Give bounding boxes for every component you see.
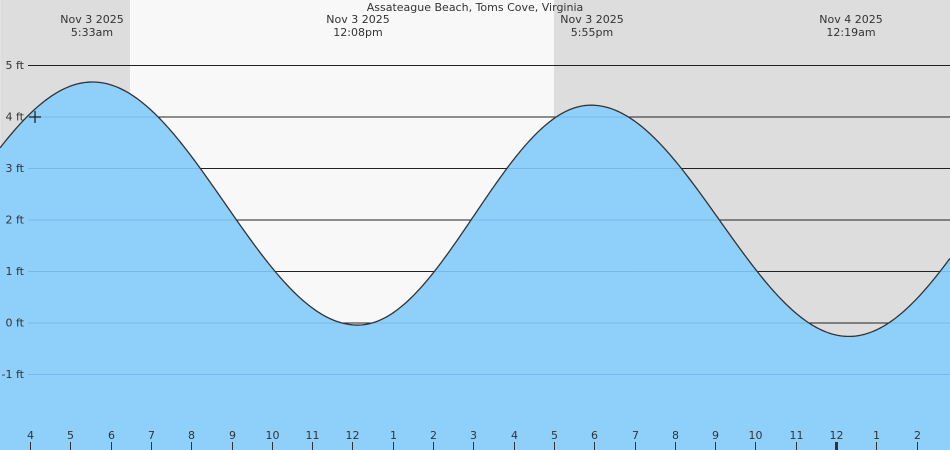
x-tick-label: 9 bbox=[712, 429, 719, 442]
x-tick-label: 7 bbox=[148, 429, 155, 442]
x-tick-label: 8 bbox=[188, 429, 195, 442]
x-tick-label: 5 bbox=[551, 429, 558, 442]
y-axis-labels: 5 ft 4 ft 3 ft 2 ft 1 ft 0 ft -1 ft bbox=[2, 59, 25, 381]
x-tick-label: 3 bbox=[470, 429, 477, 442]
x-axis-hour-ticks: 4 5 6 7 8 9 10 11 12 1 2 3 4 5 6 7 8 9 10 11 12 1 2 bbox=[27, 429, 921, 450]
x-tick-label: 10 bbox=[266, 429, 280, 442]
y-tick-label: 0 ft bbox=[6, 317, 25, 330]
x-tick-label: 4 bbox=[27, 429, 34, 442]
y-tick-label: 4 ft bbox=[6, 111, 25, 124]
chart-title: Assateague Beach, Toms Cove, Virginia bbox=[367, 1, 584, 14]
y-tick-label: 1 ft bbox=[6, 265, 25, 278]
y-tick-label: 3 ft bbox=[6, 162, 25, 175]
y-tick-label: -1 ft bbox=[2, 368, 25, 381]
extrema-time: 5:33am bbox=[71, 26, 113, 39]
x-tick-label: 11 bbox=[306, 429, 320, 442]
tide-curve bbox=[0, 81, 950, 338]
x-tick-label: 11 bbox=[790, 429, 804, 442]
extrema-date: Nov 3 2025 bbox=[560, 13, 623, 26]
x-tick-label: 6 bbox=[591, 429, 598, 442]
y-tick-label: 2 ft bbox=[6, 214, 25, 227]
extrema-time: 12:08pm bbox=[333, 26, 382, 39]
x-tick-label: 6 bbox=[108, 429, 115, 442]
x-tick-label: 10 bbox=[749, 429, 763, 442]
x-tick-label: 8 bbox=[672, 429, 679, 442]
extrema-date: Nov 3 2025 bbox=[326, 13, 389, 26]
y-tick-label: 5 ft bbox=[6, 59, 25, 72]
extrema-date: Nov 4 2025 bbox=[819, 13, 882, 26]
x-tick-label: 5 bbox=[67, 429, 74, 442]
x-tick-label: 7 bbox=[632, 429, 639, 442]
extrema-time: 12:19am bbox=[826, 26, 875, 39]
extrema-time: 5:55pm bbox=[571, 26, 613, 39]
x-tick-label: 9 bbox=[229, 429, 236, 442]
x-tick-label: 1 bbox=[873, 429, 880, 442]
x-tick-label: 12 bbox=[830, 429, 844, 442]
extrema-date: Nov 3 2025 bbox=[60, 13, 123, 26]
x-tick-label: 2 bbox=[430, 429, 437, 442]
x-tick-label: 12 bbox=[346, 429, 360, 442]
x-tick-label: 2 bbox=[914, 429, 921, 442]
x-tick-label: 1 bbox=[390, 429, 397, 442]
tide-area bbox=[0, 82, 950, 450]
current-time-marker-icon bbox=[29, 111, 42, 123]
x-tick-label: 4 bbox=[511, 429, 518, 442]
